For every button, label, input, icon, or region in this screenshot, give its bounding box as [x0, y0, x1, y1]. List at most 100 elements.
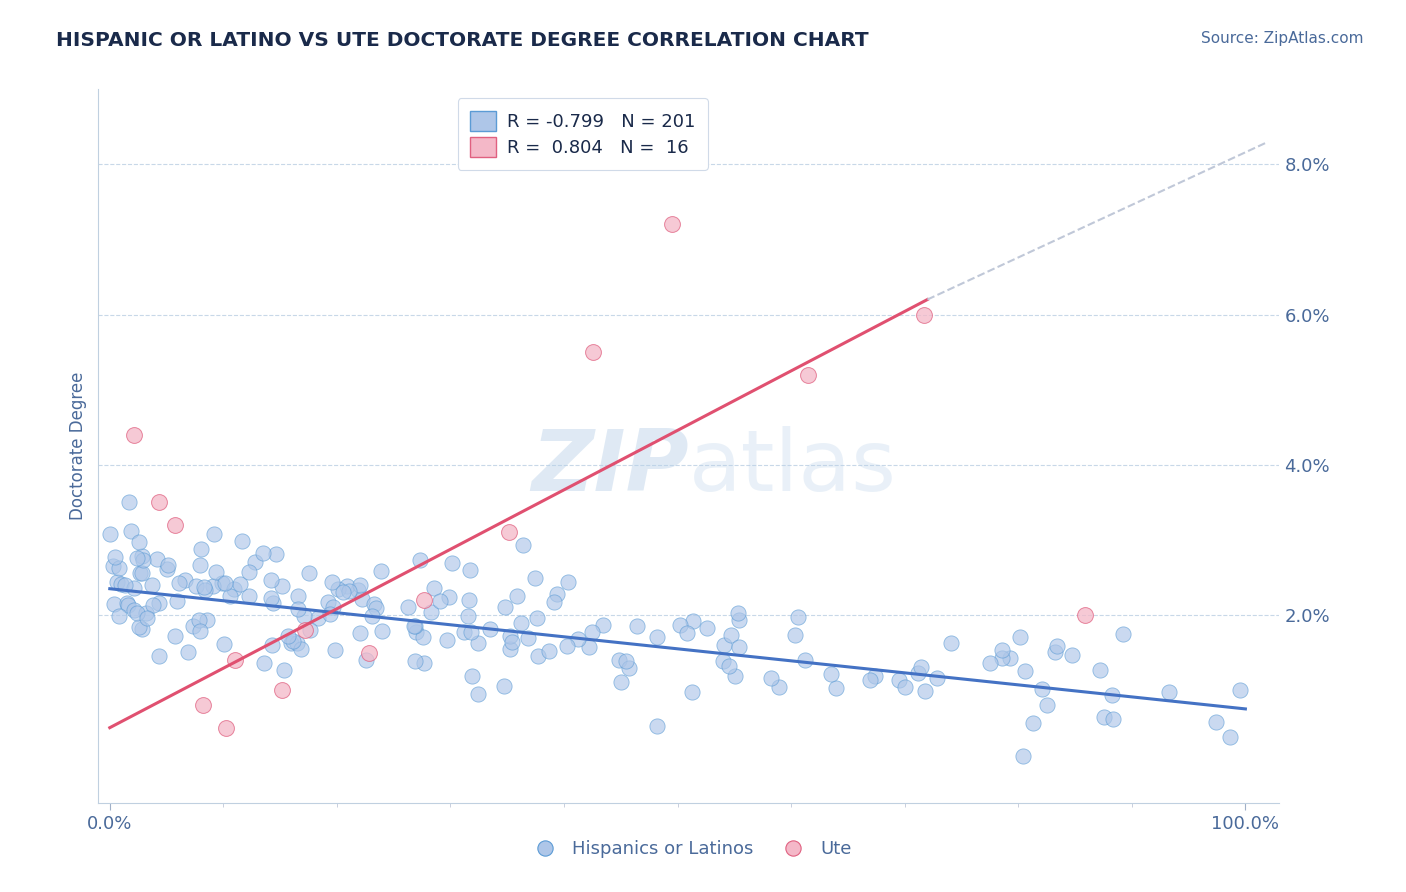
Point — [467, 687, 489, 701]
Point — [1088, 663, 1111, 677]
Point — [103, 559, 125, 574]
Point — [166, 594, 188, 608]
Point — [321, 575, 343, 590]
Point — [350, 592, 373, 607]
Point — [194, 582, 217, 597]
Point — [163, 630, 186, 644]
Point — [429, 593, 451, 607]
Point — [238, 589, 260, 603]
Point — [526, 610, 548, 624]
Point — [354, 652, 377, 666]
Point — [768, 680, 790, 694]
Point — [661, 218, 683, 232]
Point — [458, 563, 481, 577]
Point — [173, 574, 195, 588]
Point — [1035, 698, 1057, 713]
Point — [252, 546, 274, 560]
Point — [370, 564, 392, 578]
Point — [260, 591, 283, 605]
Point — [287, 589, 309, 603]
Point — [104, 550, 127, 565]
Point — [262, 596, 284, 610]
Point — [349, 578, 371, 592]
Text: Source: ZipAtlas.com: Source: ZipAtlas.com — [1201, 31, 1364, 46]
Point — [319, 607, 342, 621]
Point — [224, 653, 246, 667]
Point — [506, 590, 529, 604]
Point — [402, 619, 425, 633]
Point — [423, 582, 446, 596]
Point — [283, 634, 305, 648]
Point — [645, 630, 668, 644]
Point — [979, 656, 1001, 670]
Point — [457, 593, 479, 607]
Point — [512, 537, 534, 551]
Point — [188, 613, 211, 627]
Point — [582, 345, 605, 359]
Point — [510, 615, 533, 630]
Point — [409, 552, 432, 566]
Point — [492, 679, 515, 693]
Point — [998, 650, 1021, 665]
Point — [107, 574, 129, 589]
Point — [523, 570, 546, 584]
Text: atlas: atlas — [689, 425, 897, 509]
Point — [117, 599, 139, 613]
Point — [292, 609, 315, 624]
Point — [557, 574, 579, 589]
Point — [131, 549, 153, 563]
Point — [108, 609, 131, 624]
Point — [135, 606, 157, 620]
Point — [727, 606, 749, 620]
Point — [457, 609, 479, 624]
Point — [1060, 648, 1083, 662]
Point — [298, 566, 321, 580]
Point — [110, 577, 132, 591]
Point — [914, 684, 936, 698]
Point — [578, 640, 600, 654]
Point — [787, 610, 810, 624]
Point — [728, 640, 751, 654]
Point — [287, 601, 309, 615]
Point — [396, 599, 419, 614]
Point — [270, 683, 292, 698]
Point — [212, 636, 235, 650]
Point — [190, 541, 212, 556]
Point — [243, 555, 266, 569]
Point — [794, 653, 817, 667]
Point — [991, 651, 1014, 665]
Point — [681, 685, 703, 699]
Point — [1092, 709, 1115, 723]
Point — [290, 641, 312, 656]
Point — [122, 427, 145, 442]
Point — [125, 551, 148, 566]
Point — [370, 624, 392, 638]
Point — [543, 595, 565, 609]
Point — [128, 535, 150, 549]
Point — [118, 495, 141, 509]
Point — [184, 578, 207, 592]
Point — [437, 590, 460, 604]
Point — [108, 561, 131, 575]
Text: HISPANIC OR LATINO VS UTE DOCTORATE DEGREE CORRELATION CHART: HISPANIC OR LATINO VS UTE DOCTORATE DEGR… — [56, 31, 869, 50]
Point — [148, 596, 170, 610]
Point — [1101, 712, 1123, 726]
Point — [420, 605, 443, 619]
Point — [202, 527, 225, 541]
Point — [157, 558, 180, 572]
Point — [219, 590, 242, 604]
Point — [682, 614, 704, 628]
Point — [494, 599, 516, 614]
Point — [516, 632, 538, 646]
Point — [711, 654, 734, 668]
Point — [129, 566, 152, 581]
Point — [1112, 626, 1135, 640]
Point — [224, 582, 246, 597]
Point — [607, 652, 630, 666]
Point — [238, 565, 260, 579]
Point — [280, 636, 302, 650]
Point — [188, 558, 211, 572]
Point — [499, 641, 522, 656]
Point — [146, 551, 169, 566]
Point — [156, 562, 179, 576]
